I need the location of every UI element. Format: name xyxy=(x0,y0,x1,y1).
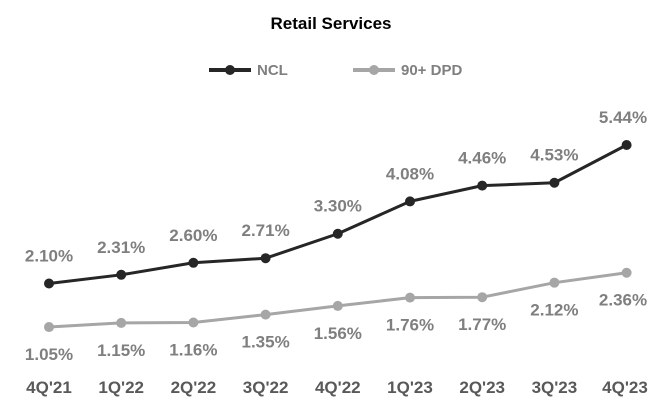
data-point-ncl xyxy=(188,257,199,268)
data-label-ncl: 2.60% xyxy=(169,226,217,245)
data-label-ncl: 4.46% xyxy=(458,149,506,168)
x-tick-label: 1Q'23 xyxy=(387,378,433,397)
data-point-90-dpd xyxy=(621,267,632,278)
data-point-ncl xyxy=(332,228,343,239)
x-tick-label: 3Q'22 xyxy=(243,378,289,397)
x-tick-label: 4Q'22 xyxy=(315,378,361,397)
x-tick-label: 2Q'23 xyxy=(459,378,505,397)
data-point-90-dpd xyxy=(405,292,415,303)
data-label-90-dpd: 2.36% xyxy=(599,291,647,310)
plot-area: 2.10% 2.31% 2.60% 2.71% 3.30% 4.08% 4.46% 4.53%… xyxy=(25,108,647,364)
data-label-90-dpd: 1.05% xyxy=(25,345,73,364)
data-label-90-dpd: 1.16% xyxy=(169,340,217,359)
legend-marker-90-dpd xyxy=(369,65,379,75)
legend-item-90-dpd: 90+ DPD xyxy=(353,62,462,79)
data-label-90-dpd: 1.76% xyxy=(386,316,434,335)
data-point-90-dpd xyxy=(260,309,271,320)
data-point-ncl xyxy=(116,269,127,280)
legend-marker-ncl xyxy=(225,65,235,75)
data-point-90-dpd xyxy=(44,322,54,333)
data-point-ncl xyxy=(549,177,560,188)
data-label-90-dpd: 2.12% xyxy=(530,301,578,320)
data-point-ncl xyxy=(260,253,271,264)
data-label-ncl: 4.08% xyxy=(386,164,434,183)
data-label-ncl: 2.10% xyxy=(25,247,73,266)
data-point-90-dpd xyxy=(188,317,199,328)
data-point-ncl xyxy=(621,140,632,151)
legend-label-90-dpd: 90+ DPD xyxy=(401,62,462,79)
x-tick-label: 2Q'22 xyxy=(171,378,217,397)
data-label-ncl: 2.71% xyxy=(241,221,289,240)
data-point-90-dpd xyxy=(116,317,127,328)
data-label-ncl: 3.30% xyxy=(314,197,362,216)
x-tick-label: 4Q'23 xyxy=(602,378,648,397)
data-label-ncl: 5.44% xyxy=(599,108,647,127)
data-point-ncl xyxy=(477,180,488,191)
data-label-90-dpd: 1.56% xyxy=(314,324,362,343)
legend: NCL 90+ DPD xyxy=(209,62,462,79)
x-tick-label: 3Q'23 xyxy=(532,378,578,397)
data-label-90-dpd: 1.77% xyxy=(458,315,506,334)
data-point-ncl xyxy=(405,196,415,207)
chart-title: Retail Services xyxy=(271,14,392,33)
data-point-90-dpd xyxy=(477,292,488,303)
data-label-90-dpd: 1.35% xyxy=(241,333,289,352)
data-label-ncl: 2.31% xyxy=(97,238,145,257)
data-point-90-dpd xyxy=(549,277,560,288)
data-point-90-dpd xyxy=(332,300,343,311)
x-axis: 4Q'21 1Q'22 2Q'22 3Q'22 4Q'22 1Q'23 2Q'23 3Q'23… xyxy=(26,378,648,397)
x-tick-label: 1Q'22 xyxy=(98,378,144,397)
legend-label-ncl: NCL xyxy=(257,62,288,79)
legend-item-ncl: NCL xyxy=(209,62,288,79)
data-label-ncl: 4.53% xyxy=(530,146,578,165)
x-tick-label: 4Q'21 xyxy=(26,378,72,397)
data-point-ncl xyxy=(44,278,54,289)
data-label-90-dpd: 1.15% xyxy=(97,341,145,360)
